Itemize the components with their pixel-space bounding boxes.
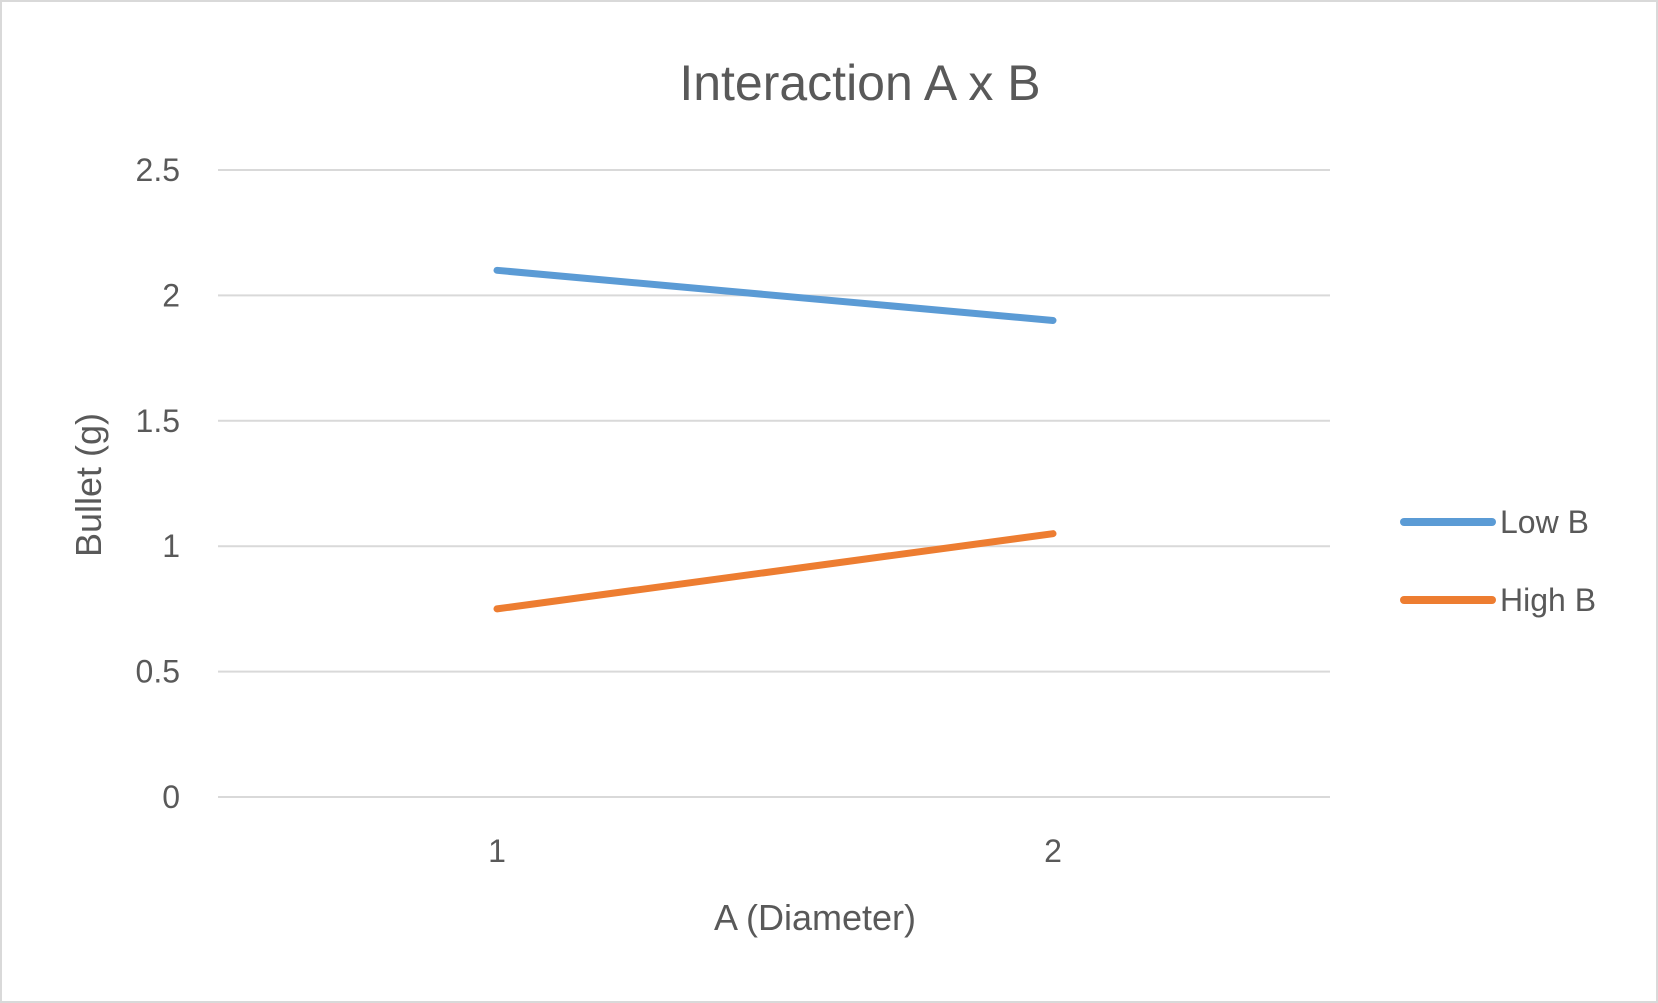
- y-tick-label: 2.5: [136, 152, 180, 188]
- y-tick-label: 2: [162, 277, 180, 313]
- series-lines: [493, 266, 1057, 613]
- y-tick-label: 1: [162, 528, 180, 564]
- gridlines: [218, 169, 1330, 798]
- y-tick-label: 0.5: [136, 654, 180, 690]
- y-tick-label: 1.5: [136, 403, 180, 439]
- y-tick-label: 0: [162, 779, 180, 815]
- y-tick-labels: 0 0.5 1 1.5 2 2.5: [136, 152, 180, 815]
- series-line-low-b: [493, 266, 1057, 324]
- x-tick-label: 2: [1044, 833, 1062, 869]
- legend-label: Low B: [1500, 504, 1589, 540]
- x-axis-label: A (Diameter): [714, 897, 916, 938]
- series-line-high-b: [493, 530, 1057, 613]
- chart-title: Interaction A x B: [679, 55, 1040, 111]
- x-tick-label: 1: [488, 833, 506, 869]
- y-axis-label: Bullet (g): [68, 413, 109, 557]
- legend-label: High B: [1500, 582, 1596, 618]
- legend: Low B High B: [1400, 504, 1596, 618]
